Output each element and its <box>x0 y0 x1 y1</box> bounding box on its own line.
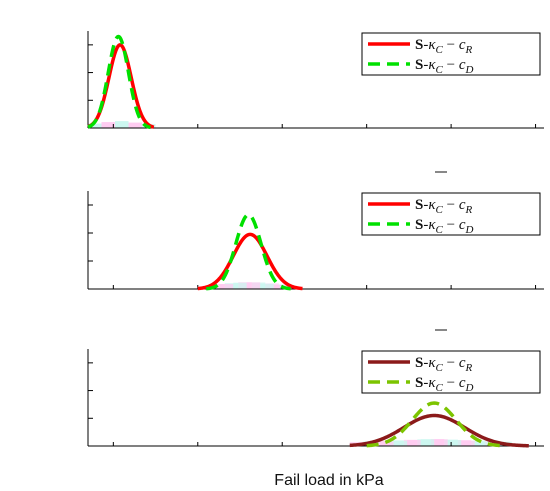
shade-patch <box>260 283 274 289</box>
legend-box <box>361 192 541 236</box>
shade-patch <box>115 121 129 128</box>
shade-patch <box>380 441 394 446</box>
series-line-1 <box>349 413 530 448</box>
shade-patch <box>447 439 462 446</box>
legend-box <box>361 350 541 394</box>
shade-patch <box>407 439 421 446</box>
legend-label: S-κC − cR <box>415 355 473 374</box>
shade-patch <box>393 440 408 446</box>
series-line-2 <box>365 401 507 448</box>
x-axis-label: Fail load in kPa <box>274 472 383 489</box>
legend-label: S-κC − cR <box>415 37 473 56</box>
shade-patch <box>246 282 261 289</box>
legend: S-κC − cRS-κC − cD <box>361 32 541 76</box>
chart-panel-3: S-κC − cRS-κC − cD <box>87 329 544 448</box>
shade-patch <box>101 122 116 128</box>
background-shading <box>211 282 293 289</box>
legend-box <box>361 32 541 76</box>
shade-patch <box>219 283 234 289</box>
series-line-2 <box>86 34 152 130</box>
legend-label: S-κC − cD <box>415 217 474 236</box>
series-line-1 <box>196 232 304 291</box>
legend: S-κC − cRS-κC − cD <box>361 350 541 394</box>
legend-label: S-κC − cD <box>415 57 474 76</box>
shade-patch <box>88 123 102 128</box>
legend-label: S-κC − cR <box>415 197 473 216</box>
chart-panel-2: S-κC − cRS-κC − cD <box>87 171 544 291</box>
series-line-1 <box>86 43 156 129</box>
shade-patch <box>273 284 288 289</box>
shade-patch <box>420 439 435 446</box>
shade-patch <box>233 282 247 289</box>
shade-patch <box>461 440 475 446</box>
legend: S-κC − cRS-κC − cD <box>361 192 541 236</box>
shade-patch <box>128 122 143 128</box>
legend-label: S-κC − cD <box>415 375 474 394</box>
chart-panel-1: S-κC − cRS-κC − cD <box>86 31 544 130</box>
shade-patch <box>474 441 489 446</box>
shade-patch <box>434 439 448 446</box>
